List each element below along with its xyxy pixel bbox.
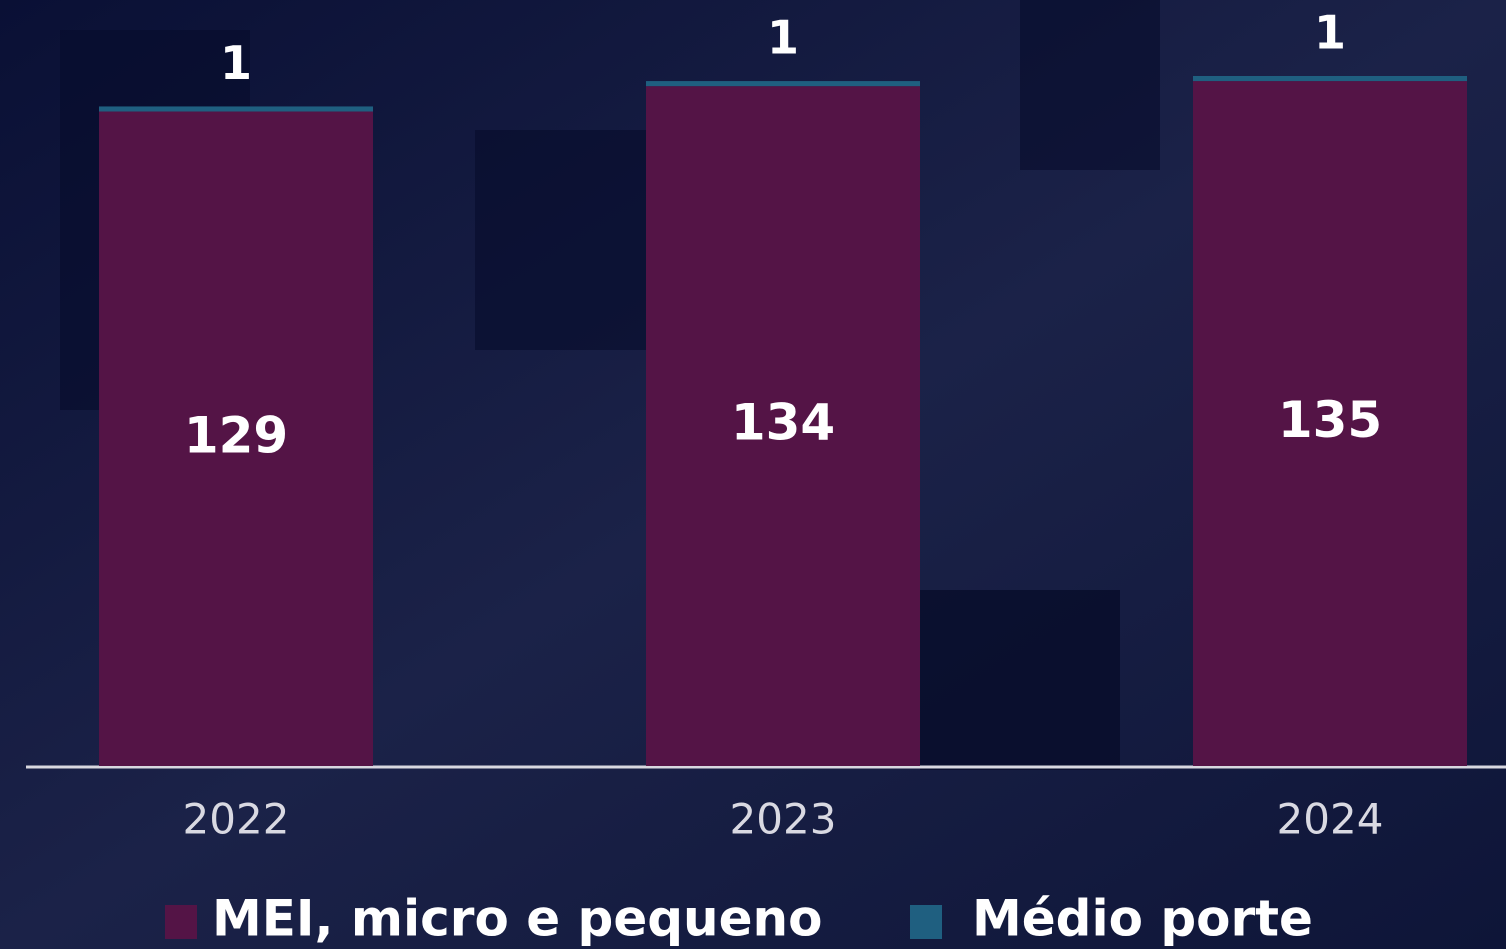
value-label: 135	[1278, 391, 1382, 449]
x-tick-label: 2024	[1277, 795, 1384, 844]
value-label: 134	[731, 394, 835, 452]
bar-segment	[646, 81, 920, 86]
value-label: 1	[1314, 6, 1346, 60]
decor	[475, 130, 655, 350]
x-tick-label: 2022	[183, 795, 290, 844]
bar-segment	[99, 106, 373, 111]
decor	[920, 590, 1120, 770]
value-label: 1	[767, 11, 799, 65]
bar-segment	[1193, 76, 1467, 81]
value-label: 1	[220, 36, 252, 90]
x-tick-label: 2023	[730, 795, 837, 844]
chart: 2022 129 1 2023 134 1 2024 135 1 MEI, micro e peq…	[0, 0, 1506, 949]
legend-swatch	[910, 905, 942, 939]
legend-label: MEI, micro e pequeno	[212, 890, 822, 948]
decor	[1020, 0, 1160, 170]
page: 2022 129 1 2023 134 1 2024 135 1 MEI, micro e peq…	[0, 0, 1506, 949]
legend-swatch	[165, 905, 197, 939]
legend-label: Médio porte	[972, 890, 1313, 948]
value-label: 129	[184, 406, 288, 464]
